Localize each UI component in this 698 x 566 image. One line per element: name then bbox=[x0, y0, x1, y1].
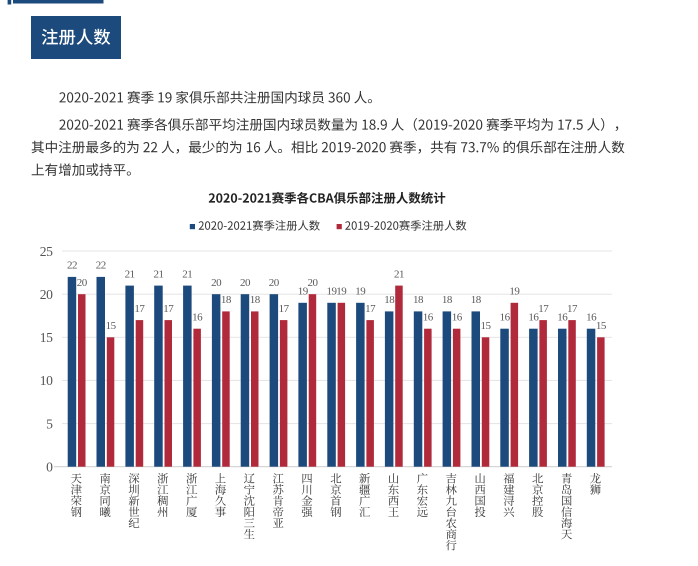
svg-text:5: 5 bbox=[46, 416, 53, 431]
svg-text:21: 21 bbox=[154, 268, 164, 280]
svg-text:19: 19 bbox=[355, 286, 366, 298]
svg-text:19: 19 bbox=[298, 286, 309, 298]
svg-text:18: 18 bbox=[221, 294, 232, 306]
svg-text:20: 20 bbox=[40, 287, 53, 302]
svg-text:20: 20 bbox=[308, 277, 319, 289]
svg-text:15: 15 bbox=[40, 330, 53, 345]
svg-text:19: 19 bbox=[336, 286, 347, 298]
svg-text:16: 16 bbox=[452, 311, 463, 323]
svg-text:17: 17 bbox=[163, 303, 174, 315]
svg-text:21: 21 bbox=[125, 268, 135, 280]
svg-text:17: 17 bbox=[538, 303, 549, 315]
svg-text:15: 15 bbox=[106, 320, 117, 332]
svg-text:20: 20 bbox=[211, 277, 222, 289]
svg-text:15: 15 bbox=[481, 320, 492, 332]
svg-text:18: 18 bbox=[413, 294, 424, 306]
svg-text:16: 16 bbox=[557, 311, 568, 323]
svg-text:18: 18 bbox=[384, 294, 395, 306]
svg-text:20: 20 bbox=[77, 277, 88, 289]
svg-text:16: 16 bbox=[192, 311, 203, 323]
svg-text:17: 17 bbox=[279, 303, 290, 315]
svg-text:18: 18 bbox=[250, 294, 261, 306]
svg-text:16: 16 bbox=[528, 311, 539, 323]
svg-text:0: 0 bbox=[46, 460, 53, 475]
svg-text:16: 16 bbox=[586, 311, 597, 323]
svg-text:19: 19 bbox=[509, 286, 520, 298]
svg-text:21: 21 bbox=[182, 268, 192, 280]
svg-text:22: 22 bbox=[67, 260, 77, 272]
svg-text:17: 17 bbox=[134, 303, 145, 315]
svg-text:16: 16 bbox=[423, 311, 434, 323]
svg-text:22: 22 bbox=[96, 260, 106, 272]
svg-text:20: 20 bbox=[240, 277, 251, 289]
svg-text:20: 20 bbox=[269, 277, 280, 289]
svg-text:21: 21 bbox=[394, 268, 404, 280]
svg-text:18: 18 bbox=[471, 294, 482, 306]
svg-text:17: 17 bbox=[567, 303, 578, 315]
svg-text:17: 17 bbox=[365, 303, 376, 315]
svg-text:19: 19 bbox=[327, 286, 338, 298]
svg-text:15: 15 bbox=[596, 320, 607, 332]
svg-text:16: 16 bbox=[500, 311, 511, 323]
svg-text:10: 10 bbox=[40, 373, 53, 388]
svg-text:18: 18 bbox=[442, 294, 453, 306]
svg-text:25: 25 bbox=[40, 244, 53, 259]
